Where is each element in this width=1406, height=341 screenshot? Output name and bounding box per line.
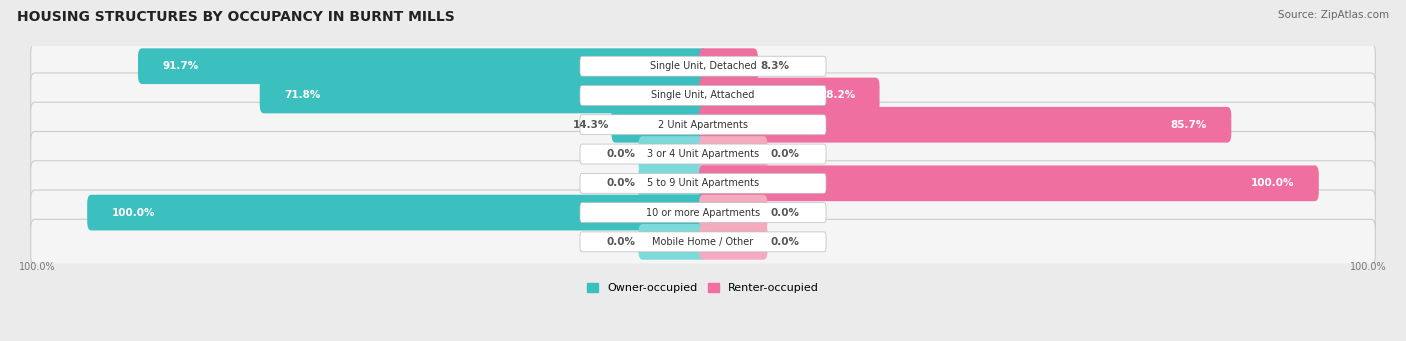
Text: 100.0%: 100.0% [20,262,56,272]
Text: Single Unit, Attached: Single Unit, Attached [651,90,755,101]
FancyBboxPatch shape [699,107,1232,143]
FancyBboxPatch shape [581,232,825,252]
FancyBboxPatch shape [699,78,880,113]
FancyBboxPatch shape [31,132,1375,177]
FancyBboxPatch shape [260,78,707,113]
FancyBboxPatch shape [638,136,707,172]
Text: Single Unit, Detached: Single Unit, Detached [650,61,756,71]
FancyBboxPatch shape [87,195,707,231]
Text: 0.0%: 0.0% [607,149,636,159]
FancyBboxPatch shape [581,115,825,135]
Text: 91.7%: 91.7% [162,61,198,71]
Text: 0.0%: 0.0% [770,237,799,247]
Legend: Owner-occupied, Renter-occupied: Owner-occupied, Renter-occupied [582,278,824,298]
FancyBboxPatch shape [638,165,707,201]
Text: 3 or 4 Unit Apartments: 3 or 4 Unit Apartments [647,149,759,159]
Text: 71.8%: 71.8% [284,90,321,101]
FancyBboxPatch shape [31,73,1375,118]
FancyBboxPatch shape [699,224,768,260]
FancyBboxPatch shape [31,190,1375,235]
FancyBboxPatch shape [138,48,707,84]
Text: 0.0%: 0.0% [607,178,636,188]
Text: 100.0%: 100.0% [1251,178,1295,188]
Text: 8.3%: 8.3% [761,61,790,71]
Text: 5 to 9 Unit Apartments: 5 to 9 Unit Apartments [647,178,759,188]
FancyBboxPatch shape [699,195,768,231]
Text: 2 Unit Apartments: 2 Unit Apartments [658,120,748,130]
FancyBboxPatch shape [31,44,1375,89]
Text: 0.0%: 0.0% [770,149,799,159]
FancyBboxPatch shape [31,161,1375,206]
FancyBboxPatch shape [31,219,1375,264]
FancyBboxPatch shape [581,144,825,164]
Text: 28.2%: 28.2% [820,90,855,101]
FancyBboxPatch shape [699,48,758,84]
FancyBboxPatch shape [581,56,825,76]
Text: Mobile Home / Other: Mobile Home / Other [652,237,754,247]
Text: 100.0%: 100.0% [111,208,155,218]
Text: 100.0%: 100.0% [1350,262,1386,272]
Text: 14.3%: 14.3% [572,120,609,130]
Text: 85.7%: 85.7% [1171,120,1208,130]
FancyBboxPatch shape [581,86,825,105]
FancyBboxPatch shape [581,173,825,193]
FancyBboxPatch shape [31,102,1375,147]
FancyBboxPatch shape [638,224,707,260]
Text: 0.0%: 0.0% [770,208,799,218]
Text: 0.0%: 0.0% [607,237,636,247]
Text: HOUSING STRUCTURES BY OCCUPANCY IN BURNT MILLS: HOUSING STRUCTURES BY OCCUPANCY IN BURNT… [17,10,454,24]
Text: Source: ZipAtlas.com: Source: ZipAtlas.com [1278,10,1389,20]
Text: 10 or more Apartments: 10 or more Apartments [645,208,761,218]
FancyBboxPatch shape [699,136,768,172]
FancyBboxPatch shape [581,203,825,223]
FancyBboxPatch shape [612,107,707,143]
FancyBboxPatch shape [699,165,1319,201]
